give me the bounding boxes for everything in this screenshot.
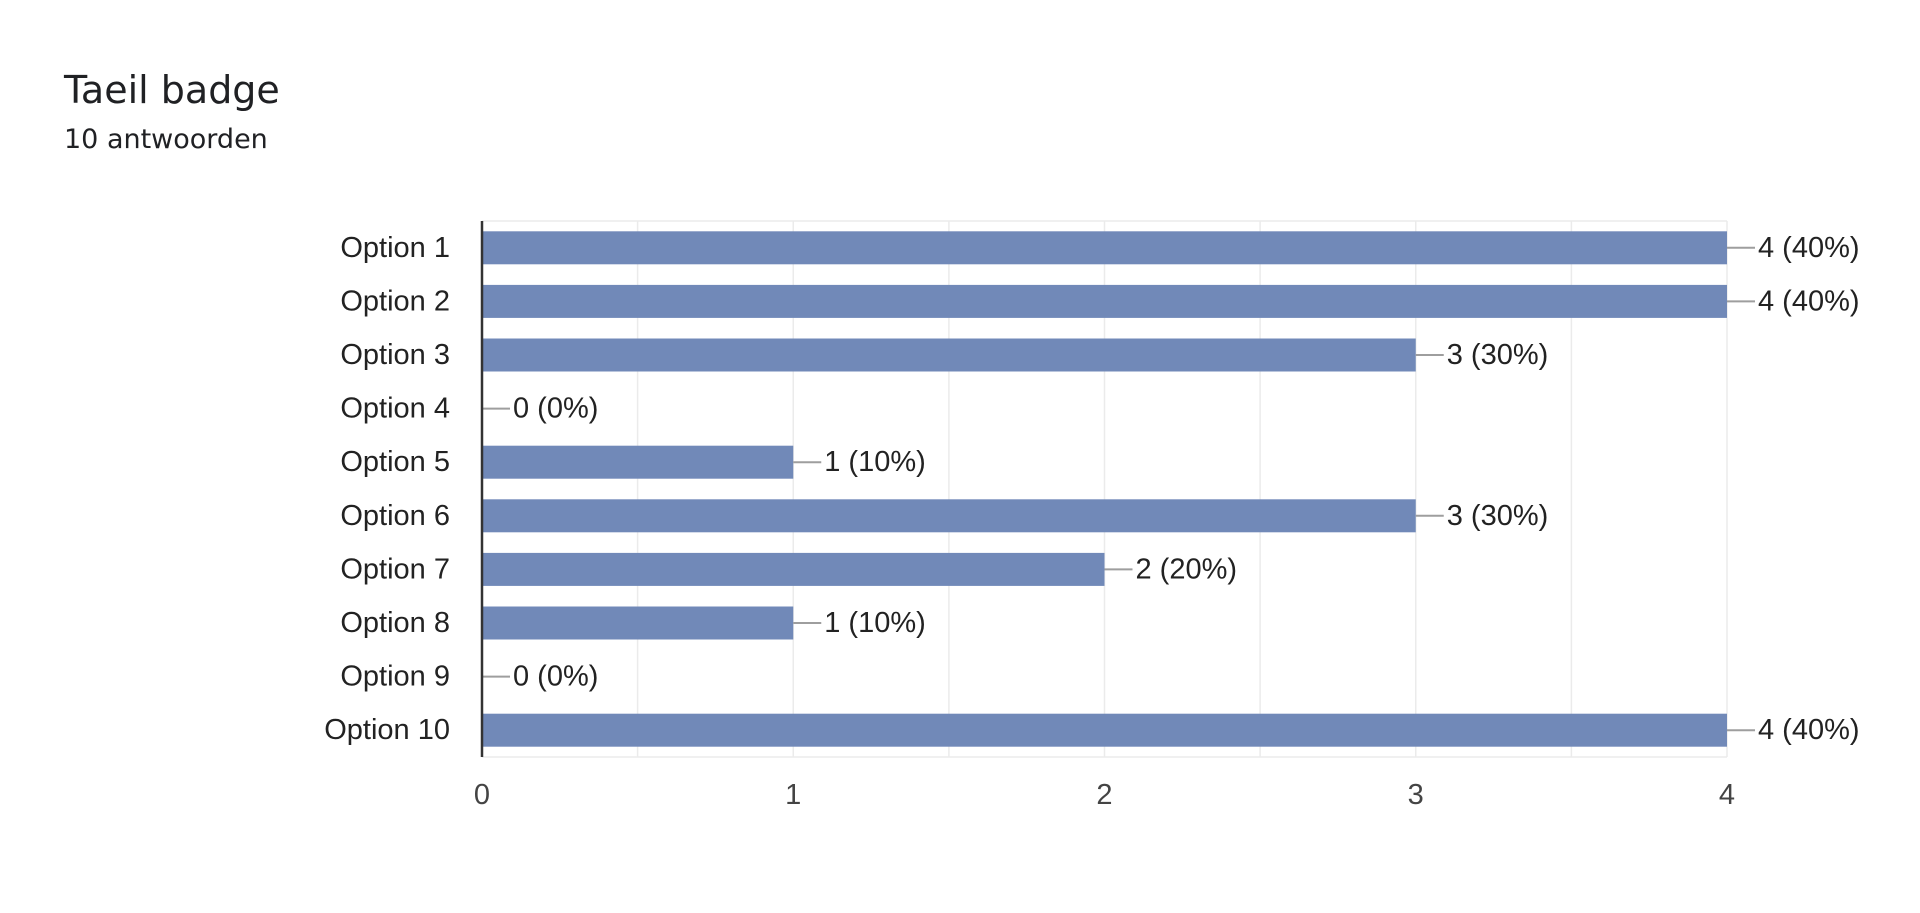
category-label: Option 1	[340, 232, 450, 264]
chart-header: Taeil badge 10 antwoorden	[64, 64, 280, 160]
category-label: Option 2	[340, 285, 450, 317]
data-label: 4 (40%)	[1758, 285, 1860, 317]
category-label: Option 9	[340, 661, 450, 693]
bar	[482, 606, 794, 640]
data-label: 1 (10%)	[824, 607, 926, 639]
x-tick-label: 1	[785, 779, 801, 811]
x-tick-label: 0	[474, 779, 490, 811]
data-label: 4 (40%)	[1758, 232, 1860, 264]
data-label: 0 (0%)	[513, 661, 598, 693]
response-count: 10 antwoorden	[64, 124, 268, 155]
bar	[482, 713, 1727, 747]
data-label: 0 (0%)	[513, 393, 598, 425]
x-tick-label: 4	[1719, 779, 1735, 811]
data-label: 4 (40%)	[1758, 714, 1860, 746]
bar	[482, 231, 1727, 265]
category-label: Option 10	[324, 714, 450, 746]
chart-title: Taeil badge	[64, 68, 280, 112]
data-label: 3 (30%)	[1447, 339, 1549, 371]
bar	[482, 338, 1416, 372]
category-label: Option 6	[340, 500, 450, 532]
bar	[482, 445, 794, 479]
x-tick-label: 3	[1408, 779, 1424, 811]
category-label: Option 8	[340, 607, 450, 639]
x-tick-label: 2	[1096, 779, 1112, 811]
data-label: 1 (10%)	[824, 446, 926, 478]
category-label: Option 7	[340, 553, 450, 585]
bar	[482, 552, 1105, 586]
category-label: Option 4	[340, 393, 450, 425]
bar	[482, 499, 1416, 533]
bar	[482, 284, 1727, 318]
category-label: Option 3	[340, 339, 450, 371]
data-label: 3 (30%)	[1447, 500, 1549, 532]
data-label: 2 (20%)	[1136, 553, 1238, 585]
category-label: Option 5	[340, 446, 450, 478]
